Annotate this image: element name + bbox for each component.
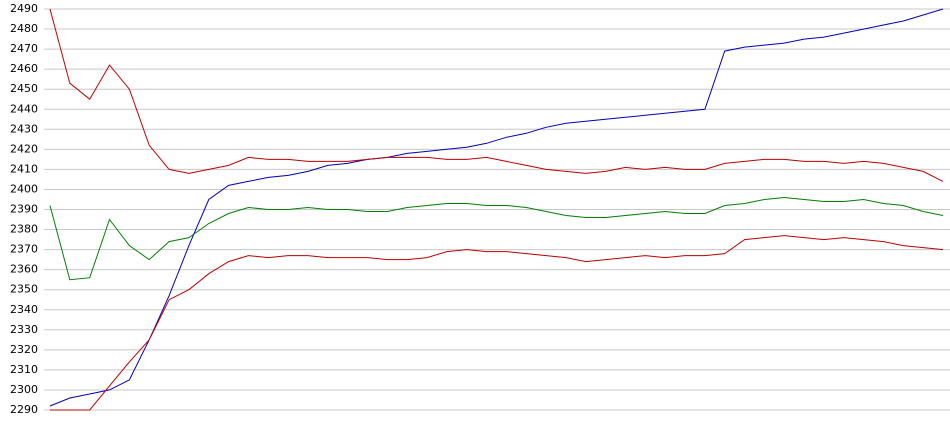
series-line xyxy=(50,235,944,411)
y-tick-label: 2410 xyxy=(10,162,38,175)
y-tick-label: 2420 xyxy=(10,142,38,155)
y-tick-label: 2400 xyxy=(10,182,38,195)
y-tick-label: 2360 xyxy=(10,263,38,276)
series-line xyxy=(49,8,944,182)
y-tick-label: 2470 xyxy=(10,42,38,55)
y-tick-label: 2370 xyxy=(10,243,38,256)
y-tick-label: 2440 xyxy=(10,102,38,115)
y-tick-label: 2490 xyxy=(10,2,38,15)
y-tick-label: 2340 xyxy=(10,303,38,316)
y-tick-label: 2320 xyxy=(10,343,38,356)
y-tick-label: 2480 xyxy=(10,22,38,35)
y-tick-label: 2310 xyxy=(10,363,38,376)
y-tick-label: 2430 xyxy=(10,122,38,135)
y-tick-label: 2330 xyxy=(10,323,38,336)
y-tick-label: 2450 xyxy=(10,82,38,95)
y-tick-label: 2380 xyxy=(10,223,38,236)
series-line xyxy=(49,196,944,281)
series-line xyxy=(49,8,944,407)
y-tick-label: 2290 xyxy=(10,403,38,416)
y-tick-label: 2350 xyxy=(10,283,38,296)
y-tick-label: 2390 xyxy=(10,203,38,216)
y-tick-label: 2300 xyxy=(10,383,38,396)
y-tick-label: 2460 xyxy=(10,62,38,75)
